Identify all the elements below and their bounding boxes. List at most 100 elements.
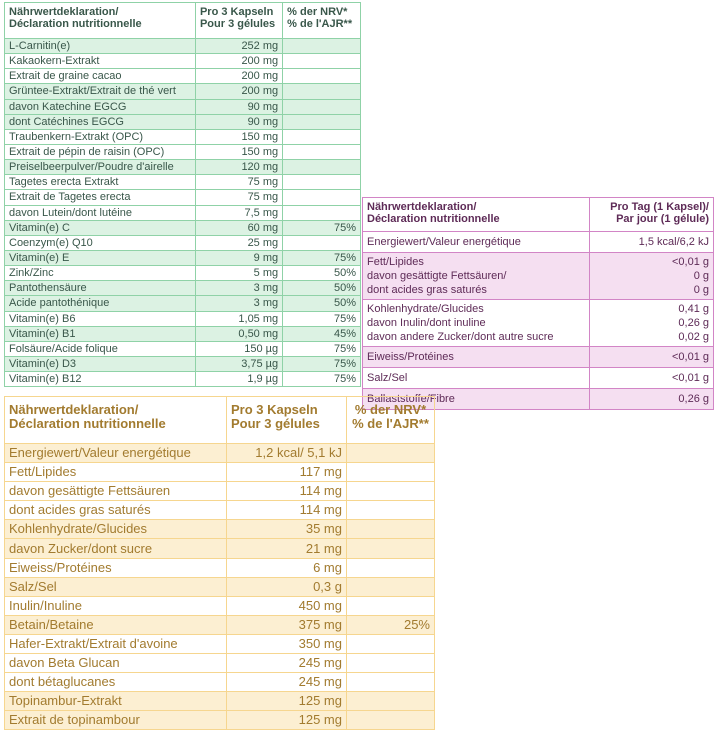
table-row: Kakaokern-Extrakt 200 mg bbox=[4, 53, 361, 70]
nutrient-amount-line: 0,41 g bbox=[678, 303, 709, 315]
nutrient-name: Coenzym(e) Q10 bbox=[4, 234, 196, 251]
nutrient-amount: 200 mg bbox=[194, 53, 284, 70]
table-row: Energiewert/Valeur energétique 1,5 kcal/6… bbox=[362, 231, 714, 253]
nutrient-nrv bbox=[346, 442, 435, 464]
nutrient-amount-line: 0 g bbox=[693, 270, 709, 282]
nutrient-amount: 5 mg bbox=[194, 265, 284, 282]
nutrient-amount: 125 mg bbox=[226, 710, 347, 730]
nutrient-nrv bbox=[282, 174, 361, 191]
table-body: Energiewert/Valeur energétique 1,5 kcal/6… bbox=[362, 231, 714, 410]
nutrient-amount: 75 mg bbox=[194, 189, 284, 206]
table-row: Eiweiss/Protéines <0,01 g bbox=[362, 346, 714, 368]
nutrient-name: Vitamin(e) B1 bbox=[4, 325, 196, 342]
nutrient-amount: 35 mg bbox=[226, 519, 347, 540]
nutrient-amount: 90 mg bbox=[194, 113, 284, 130]
header-declaration: Nährwertdeklaration/ Déclaration nutriti… bbox=[4, 2, 196, 39]
nutrient-nrv bbox=[346, 481, 435, 502]
header-per-3-capsules: Pro 3 Kapseln Pour 3 gélules bbox=[194, 2, 284, 39]
nutrient-name: dont Catéchines EGCG bbox=[4, 113, 196, 130]
nutrient-name: Extrait de graine cacao bbox=[4, 68, 196, 85]
nutrient-amount: 75 mg bbox=[194, 174, 284, 191]
nutrient-nrv bbox=[282, 37, 361, 55]
header-declaration: Nährwertdeklaration/ Déclaration nutriti… bbox=[362, 197, 590, 232]
nutrient-amount: 60 mg bbox=[194, 219, 284, 236]
nutrient-name: Grüntee-Extrakt/Extrait de thé vert bbox=[4, 83, 196, 100]
nutrient-amount: 245 mg bbox=[226, 672, 347, 693]
nutrient-name-line: Kohlenhydrate/Glucides bbox=[367, 303, 484, 315]
nutrient-name: Vitamin(e) B12 bbox=[4, 371, 196, 388]
nutrient-name: Acide pantothénique bbox=[4, 295, 196, 312]
nutrition-table-green: Nährwertdeklaration/ Déclaration nutriti… bbox=[4, 2, 361, 388]
nutrient-amount: 1,9 µg bbox=[194, 371, 284, 388]
nutrient-amount-line: 0,02 g bbox=[678, 331, 709, 343]
nutrient-name: Extrait de Tagetes erecta bbox=[4, 189, 196, 206]
nutrient-amount: 9 mg bbox=[194, 249, 284, 267]
nutrient-name-line: Energiewert/Valeur energétique bbox=[367, 236, 521, 248]
nutrient-name: Extrait de pépin de raisin (OPC) bbox=[4, 143, 196, 161]
table-row: Coenzym(e) Q10 25 mg bbox=[4, 234, 361, 251]
nutrient-amount: 1,05 mg bbox=[194, 310, 284, 327]
table-row: Vitamin(e) B1 0,50 mg 45% bbox=[4, 325, 361, 342]
nutrient-name-line: davon Inulin/dont inuline bbox=[367, 317, 486, 329]
nutrient-name: Salz/Sel bbox=[4, 576, 227, 597]
table-row: Vitamin(e) B12 1,9 µg 75% bbox=[4, 371, 361, 388]
nutrient-name: Salz/Sel bbox=[362, 367, 590, 389]
nutrient-amount-line: <0,01 g bbox=[671, 256, 709, 268]
nutrient-name: Tagetes erecta Extrakt bbox=[4, 174, 196, 191]
nutrient-amount: 3,75 µg bbox=[194, 355, 284, 373]
nutrient-nrv bbox=[282, 128, 361, 145]
nutrient-amount: <0,01 g 0 g 0 g bbox=[589, 252, 714, 300]
header-per-3-capsules: Pro 3 Kapseln Pour 3 gélules bbox=[226, 396, 347, 444]
nutrient-amount: 1,5 kcal/6,2 kJ bbox=[589, 231, 714, 253]
nutrient-name: davon Lutein/dont lutéine bbox=[4, 204, 196, 221]
nutrient-nrv: 75% bbox=[282, 340, 361, 357]
nutrient-name: Kakaokern-Extrakt bbox=[4, 53, 196, 70]
nutrient-amount: 252 mg bbox=[194, 37, 284, 55]
table-row: Hafer-Extrakt/Extrait d'avoine 350 mg bbox=[4, 633, 435, 655]
nutrient-name: Betain/Betaine bbox=[4, 614, 227, 635]
nutrient-name: Kohlenhydrate/Glucides bbox=[4, 519, 227, 540]
table-row: Inulin/Inuline 450 mg bbox=[4, 595, 435, 616]
table-header-row: Nährwertdeklaration/ Déclaration nutriti… bbox=[4, 396, 435, 444]
nutrient-name: Pantothensäure bbox=[4, 280, 196, 297]
table-row: Tagetes erecta Extrakt 75 mg bbox=[4, 174, 361, 191]
nutrient-name: Eiweiss/Protéines bbox=[4, 557, 227, 578]
table-row: Extrait de topinambour 125 mg bbox=[4, 710, 435, 730]
table-body: L-Carnitin(e) 252 mg Kakaokern-Extrakt 200 … bbox=[4, 37, 361, 388]
nutrient-name: davon Beta Glucan bbox=[4, 653, 227, 674]
nutrient-amount: 0,41 g 0,26 g 0,02 g bbox=[589, 299, 714, 347]
nutrient-nrv bbox=[282, 234, 361, 251]
nutrient-nrv bbox=[346, 462, 435, 483]
nutrient-nrv bbox=[282, 83, 361, 100]
table-row: L-Carnitin(e) 252 mg bbox=[4, 37, 361, 55]
nutrient-nrv: 75% bbox=[282, 355, 361, 373]
table-row: davon Katechine EGCG 90 mg bbox=[4, 98, 361, 115]
nutrient-nrv bbox=[346, 500, 435, 521]
table-row: Fett/Lipides 117 mg bbox=[4, 462, 435, 483]
nutrient-name: Topinambur-Extrakt bbox=[4, 691, 227, 712]
table-row: Vitamin(e) C 60 mg 75% bbox=[4, 219, 361, 236]
nutrient-nrv bbox=[346, 633, 435, 655]
nutrient-name: Preiselbeerpulver/Poudre d'airelle bbox=[4, 159, 196, 176]
nutrient-name: Folsäure/Acide folique bbox=[4, 340, 196, 357]
nutrient-name-line: davon gesättigte Fettsäuren/ bbox=[367, 270, 507, 282]
header-nrv-percent: % der NRV* % de l'AJR** bbox=[282, 2, 361, 39]
nutrient-nrv bbox=[282, 113, 361, 130]
nutrient-nrv: 75% bbox=[282, 249, 361, 267]
nutrient-nrv: 50% bbox=[282, 295, 361, 312]
nutrient-nrv: 75% bbox=[282, 219, 361, 236]
nutrient-nrv bbox=[282, 159, 361, 176]
nutrient-amount: 25 mg bbox=[194, 234, 284, 251]
nutrient-nrv bbox=[282, 189, 361, 206]
nutrient-amount: 21 mg bbox=[226, 538, 347, 559]
nutrient-nrv bbox=[346, 672, 435, 693]
table-header-row: Nährwertdeklaration/ Déclaration nutriti… bbox=[362, 197, 714, 232]
table-row: davon Lutein/dont lutéine 7,5 mg bbox=[4, 204, 361, 221]
nutrient-name-line: Salz/Sel bbox=[367, 372, 408, 384]
nutrient-name: Vitamin(e) C bbox=[4, 219, 196, 236]
nutrient-amount: 3 mg bbox=[194, 295, 284, 312]
table-row: Extrait de graine cacao 200 mg bbox=[4, 68, 361, 85]
nutrient-amount: 114 mg bbox=[226, 481, 347, 502]
table-row: davon gesättigte Fettsäuren 114 mg bbox=[4, 481, 435, 502]
nutrient-name: davon Katechine EGCG bbox=[4, 98, 196, 115]
